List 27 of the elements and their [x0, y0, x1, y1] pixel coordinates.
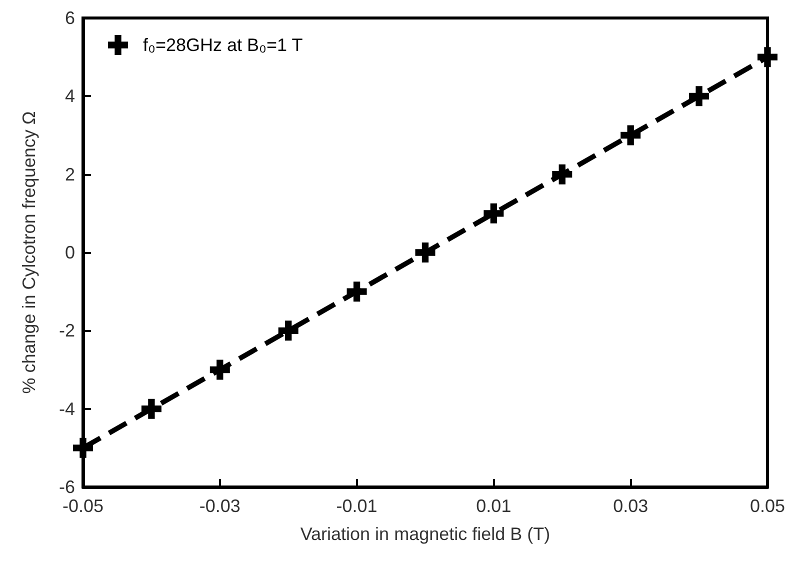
point [141, 398, 162, 419]
y-tick-label: -4 [58, 398, 75, 419]
legend-label: f₀=28GHz at B₀=1 T [143, 35, 303, 55]
point [73, 438, 93, 458]
y-tick-label: 0 [64, 242, 75, 262]
y-axis-title: % change in Cylcotron frequency Ω [19, 111, 39, 394]
point [484, 203, 504, 224]
x-tick-label: 0.05 [750, 496, 786, 516]
y-tick-label: 2 [64, 164, 75, 184]
point [757, 47, 778, 68]
point [620, 125, 641, 146]
y-tick-label: 6 [64, 8, 75, 28]
y-tick-label: -6 [58, 477, 75, 497]
x-tick-label: 0.03 [613, 496, 648, 516]
y-tick-label: 4 [64, 86, 75, 106]
point [278, 320, 298, 341]
x-tick-label: -0.05 [62, 496, 104, 516]
x-axis-title: Variation in magnetic field B (T) [300, 524, 550, 544]
point [552, 164, 572, 184]
point [689, 86, 710, 106]
x-tick-label: -0.03 [199, 496, 240, 516]
point [210, 360, 230, 380]
x-tick-label: 0.01 [476, 496, 512, 516]
y-tick-label: -2 [58, 320, 75, 341]
point [415, 242, 436, 262]
point [346, 282, 367, 302]
x-tick-label: -0.01 [336, 496, 378, 516]
